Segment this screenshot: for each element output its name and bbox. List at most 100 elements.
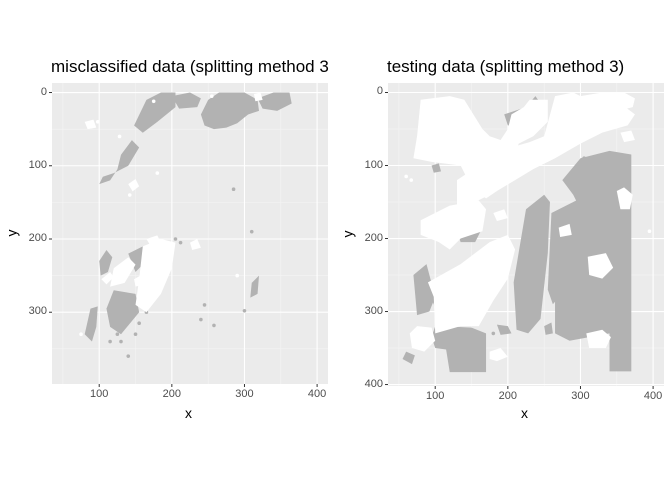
- x-tick-label: 100: [90, 388, 109, 400]
- y-tick-label: 0: [376, 85, 383, 98]
- data-point-gray: [242, 308, 247, 313]
- plot-title-right: testing data (splitting method 3): [387, 57, 625, 76]
- data-point-gray: [133, 332, 138, 336]
- data-point-gray: [249, 229, 254, 234]
- data-region-white: [413, 96, 548, 199]
- data-region-white: [620, 130, 635, 143]
- data-point-white: [409, 178, 414, 182]
- data-region-white: [101, 271, 114, 285]
- data-point-gray: [582, 156, 586, 161]
- data-region-white: [471, 132, 483, 146]
- x-tick-label: 300: [571, 390, 590, 402]
- y-tick-label: 300: [364, 304, 383, 317]
- x-tick-label: 200: [498, 390, 517, 402]
- data-point-white: [209, 94, 214, 98]
- data-region-gray: [250, 275, 259, 298]
- data-point-gray: [231, 187, 236, 191]
- data-region-white: [146, 235, 161, 245]
- data-point-gray: [212, 323, 216, 328]
- chart-panel-1: [49, 83, 328, 387]
- data-point-gray: [108, 339, 112, 344]
- data-region-white: [110, 257, 136, 287]
- y-axis-title: y: [3, 229, 20, 236]
- data-point-gray: [611, 178, 615, 182]
- data-point-white: [95, 120, 100, 124]
- y-tick-label: 200: [28, 231, 47, 244]
- data-point-white: [647, 229, 652, 234]
- data-point-white: [155, 171, 160, 175]
- y-tick-label: 0: [40, 85, 47, 98]
- data-region-gray: [200, 92, 259, 130]
- data-point-gray: [178, 240, 183, 245]
- data-point-gray: [115, 332, 120, 336]
- data-point-white: [404, 174, 408, 179]
- data-point-white: [439, 280, 443, 285]
- data-region-white: [586, 329, 611, 349]
- y-tick-label: 100: [364, 158, 383, 171]
- data-point-gray: [119, 339, 123, 344]
- chart-panel-2: [385, 83, 664, 389]
- data-region-white: [587, 253, 614, 279]
- y-axis-title: y: [339, 230, 356, 237]
- data-region-white: [134, 274, 145, 287]
- y-tick-label: 300: [28, 305, 47, 318]
- data-region-gray: [431, 326, 487, 373]
- x-tick-label: 200: [162, 388, 181, 400]
- data-region-white: [135, 238, 176, 313]
- data-region-white: [616, 187, 633, 210]
- panel-background: [52, 83, 328, 384]
- x-axis-title: x: [185, 405, 192, 421]
- data-point-gray: [199, 317, 203, 322]
- data-region-gray: [257, 92, 292, 111]
- data-region-white: [551, 105, 581, 122]
- data-point-gray: [126, 354, 131, 358]
- data-region-white: [493, 209, 508, 221]
- data-region-white: [489, 348, 508, 362]
- data-region-white: [84, 119, 97, 130]
- data-point-gray: [202, 303, 207, 307]
- x-tick-label: 400: [643, 390, 663, 402]
- data-point-white: [151, 99, 156, 104]
- data-region-gray: [99, 140, 140, 185]
- x-tick-label: 300: [235, 388, 254, 400]
- data-region-gray: [513, 194, 550, 334]
- data-region-gray: [99, 249, 113, 276]
- data-point-gray: [491, 331, 496, 336]
- data-point-gray: [480, 338, 485, 343]
- data-point-white: [117, 134, 122, 139]
- data-point-white: [462, 287, 467, 292]
- data-point-gray: [173, 237, 178, 241]
- y-tick-label: 400: [364, 377, 383, 390]
- data-region-white: [128, 178, 140, 192]
- data-region-white: [409, 326, 436, 352]
- data-region-white: [253, 92, 263, 102]
- data-region-white: [420, 200, 487, 250]
- data-region-gray: [128, 246, 147, 272]
- y-tick-label: 200: [364, 231, 383, 244]
- data-layer: [79, 92, 292, 358]
- data-region-gray: [496, 324, 512, 335]
- data-region-white: [558, 223, 572, 238]
- data-region-gray: [134, 92, 176, 133]
- data-region-gray: [171, 92, 201, 109]
- data-point-gray: [613, 309, 618, 314]
- data-region-white: [190, 238, 201, 250]
- data-point-gray: [137, 321, 141, 326]
- x-axis-title: x: [521, 405, 528, 421]
- data-region-gray: [84, 306, 98, 342]
- data-region-gray: [431, 163, 442, 173]
- data-region-gray: [413, 264, 436, 316]
- data-region-gray: [106, 290, 140, 335]
- plot-title-left: misclassified data (splitting method 3: [51, 57, 329, 76]
- x-tick-label: 100: [426, 390, 445, 402]
- data-point-white: [127, 193, 132, 197]
- data-region-white: [427, 234, 516, 334]
- data-point-white: [79, 332, 83, 336]
- data-point-white: [235, 273, 240, 278]
- y-tick-label: 100: [28, 158, 47, 171]
- data-layer: [402, 92, 652, 373]
- x-tick-label: 400: [307, 388, 327, 400]
- data-region-gray: [544, 322, 553, 335]
- data-region-white: [457, 103, 635, 206]
